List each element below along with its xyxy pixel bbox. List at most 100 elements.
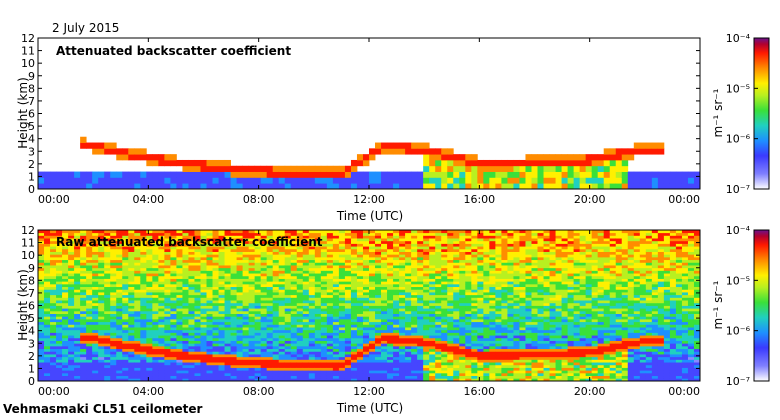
heatmap-cell (218, 270, 225, 274)
heatmap-cell (447, 300, 454, 304)
heatmap-cell (266, 300, 274, 304)
heatmap-cell (182, 329, 189, 333)
heatmap-cell (146, 335, 153, 339)
heatmap-cell (489, 254, 496, 258)
heatmap-cell (555, 171, 562, 178)
heatmap-cell (296, 273, 304, 277)
heatmap-cell (447, 267, 454, 271)
heatmap-cell (278, 270, 286, 274)
heatmap-cell (86, 359, 93, 363)
heatmap-cell (344, 370, 352, 374)
heatmap-cell (206, 354, 213, 358)
heatmap-cell (489, 305, 496, 309)
heatmap-cell (140, 177, 147, 184)
heatmap-cell (140, 359, 147, 363)
heatmap-cell (212, 332, 219, 336)
heatmap-cell (387, 235, 394, 239)
heatmap-cell (188, 235, 195, 239)
heatmap-cell (615, 171, 623, 178)
heatmap-cell (344, 294, 352, 298)
heatmap-cell (62, 310, 69, 314)
x-tick-label: 04:00 (132, 193, 164, 206)
heatmap-cell (248, 248, 256, 252)
heatmap-cell (134, 232, 141, 236)
heatmap-cell (465, 248, 472, 252)
heatmap-cell (453, 345, 460, 350)
heatmap-cell (158, 372, 165, 377)
heatmap-cell (459, 308, 466, 312)
heatmap-cell (290, 329, 298, 333)
heatmap-cell (405, 142, 412, 149)
heatmap-cell (176, 278, 183, 282)
heatmap-cell (212, 235, 219, 239)
heatmap-cell (260, 286, 268, 290)
heatmap-cell (146, 246, 153, 250)
heatmap-cell (519, 165, 526, 172)
heatmap-cell (44, 256, 51, 261)
heatmap-cell (80, 375, 87, 379)
heatmap-cell (356, 243, 364, 247)
heatmap-cell (218, 248, 225, 252)
heatmap-cell (50, 232, 57, 236)
heatmap-cell (68, 270, 75, 274)
heatmap-cell (405, 348, 412, 352)
heatmap-cell (116, 183, 123, 190)
heatmap-cell (296, 171, 304, 178)
heatmap-cell (278, 240, 286, 244)
heatmap-cell (356, 259, 364, 263)
heatmap-cell (489, 318, 496, 323)
heatmap-cell (471, 378, 478, 382)
heatmap-cell (230, 251, 237, 255)
heatmap-cell (248, 273, 256, 277)
heatmap-cell (200, 275, 207, 279)
heatmap-cell (441, 281, 448, 285)
heatmap-cell (369, 267, 376, 271)
heatmap-cell (501, 348, 508, 352)
heatmap-cell (176, 159, 183, 167)
heatmap-cell (116, 310, 123, 314)
heatmap-cell (236, 370, 244, 374)
heatmap-cell (290, 283, 298, 288)
heatmap-cell (158, 283, 165, 288)
heatmap-cell (44, 351, 51, 355)
heatmap-cell (50, 340, 57, 344)
heatmap-cell (489, 171, 496, 178)
heatmap-cell (242, 254, 250, 258)
heatmap-cell (296, 337, 304, 341)
heatmap-cell (44, 273, 51, 277)
heatmap-cell (98, 340, 105, 344)
heatmap-cell (260, 321, 268, 325)
heatmap-cell (429, 348, 436, 352)
heatmap-cell (405, 265, 412, 269)
heatmap-cell (332, 354, 340, 358)
heatmap-cell (405, 340, 412, 344)
heatmap-cell (56, 364, 63, 368)
heatmap-cell (266, 254, 274, 258)
heatmap-cell (362, 302, 370, 306)
heatmap-cell (308, 305, 316, 309)
heatmap-cell (459, 270, 466, 274)
heatmap-cell (320, 256, 328, 261)
heatmap-cell (381, 238, 388, 242)
heatmap-cell (501, 267, 508, 271)
heatmap-cell (362, 230, 370, 234)
heatmap-cell (188, 356, 195, 360)
heatmap-cell (387, 259, 394, 263)
heatmap-cell (513, 183, 520, 190)
heatmap-cell (110, 251, 117, 255)
heatmap-cell (116, 267, 123, 271)
heatmap-cell (344, 348, 352, 352)
heatmap-cell (435, 335, 442, 339)
heatmap-cell (134, 292, 141, 296)
heatmap-cell (344, 372, 352, 377)
x-tick-label: 08:00 (243, 193, 275, 206)
heatmap-cell (417, 254, 424, 258)
heatmap-cell (284, 329, 292, 333)
heatmap-cell (176, 332, 183, 336)
heatmap-cell (369, 318, 376, 323)
heatmap-cell (272, 165, 280, 172)
y-tick-label: 10 (21, 57, 35, 70)
heatmap-cell (399, 305, 406, 309)
heatmap-cell (308, 292, 316, 296)
heatmap-cell (122, 243, 129, 247)
